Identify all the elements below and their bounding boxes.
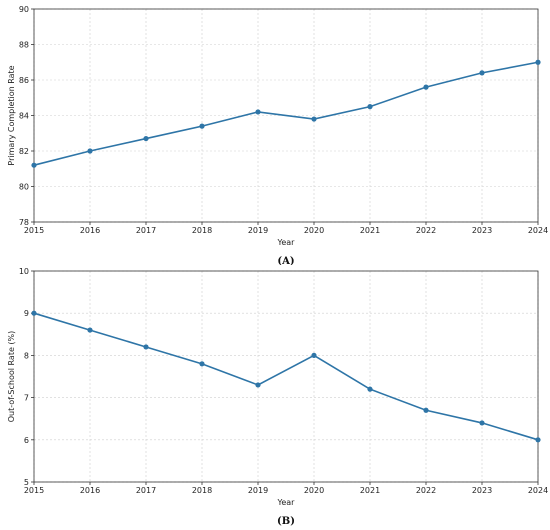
chart-a-primary-completion-rate: 2015 2016 2017 2018 2019 2020 2021 2022 2023 2024… (7, 5, 548, 265)
data-point (87, 327, 93, 333)
data-point (535, 437, 541, 443)
data-point (255, 109, 261, 115)
chart-caption: (B) (277, 516, 295, 527)
x-tick-label: 2015 (24, 486, 44, 495)
y-tick-label: 88 (19, 41, 29, 50)
x-tick-label: 2024 (528, 486, 548, 495)
data-point (143, 135, 149, 142)
x-tick-label: 2022 (416, 226, 436, 235)
data-point (479, 420, 485, 426)
y-tick-label: 78 (19, 218, 29, 227)
chart-b-out-of-school-rate: 2015 2016 2017 2018 2019 2020 2021 2022 2023 2024… (7, 267, 548, 527)
data-point (199, 361, 205, 367)
x-tick-label: 2018 (192, 226, 212, 235)
data-point (479, 70, 485, 76)
x-tick-label: 2024 (528, 226, 548, 235)
data-point (367, 386, 373, 392)
y-tick-label: 80 (19, 183, 29, 192)
x-tick-label: 2021 (360, 486, 380, 495)
data-point (255, 382, 261, 388)
x-axis-label: Year (277, 498, 296, 507)
series-line (33, 312, 539, 441)
x-tick-label: 2020 (304, 486, 324, 495)
y-tick-label: 7 (24, 394, 29, 403)
data-point (31, 162, 37, 168)
x-tick-label: 2017 (136, 486, 156, 495)
data-point (423, 407, 429, 413)
x-tick-label: 2017 (136, 226, 156, 235)
x-tick-label: 2023 (472, 486, 492, 495)
x-tick-label: 2020 (304, 226, 324, 235)
data-point (31, 310, 37, 316)
data-point (199, 123, 205, 129)
y-tick-label: 8 (24, 351, 29, 360)
data-point (311, 352, 317, 358)
x-tick-label: 2015 (24, 226, 44, 235)
x-tick-label: 2023 (472, 226, 492, 235)
y-tick-label: 84 (19, 112, 29, 121)
y-axis-label: Out-of-School Rate (%) (7, 331, 16, 423)
x-tick-label: 2016 (80, 226, 100, 235)
y-tick-label: 90 (19, 5, 29, 14)
data-point (367, 104, 373, 110)
data-point (143, 344, 149, 350)
y-tick-label: 5 (24, 478, 29, 487)
y-tick-label: 6 (24, 436, 29, 445)
x-tick-label: 2016 (80, 486, 100, 495)
chart-caption: (A) (277, 256, 294, 265)
plot-frame (33, 270, 539, 483)
y-tick-label: 82 (19, 147, 29, 156)
data-point (87, 148, 93, 154)
x-tick-label: 2018 (192, 486, 212, 495)
x-tick-label: 2019 (248, 226, 268, 235)
y-axis-label: Primary Completion Rate (7, 65, 16, 165)
data-point (311, 116, 317, 122)
x-axis-label: Year (277, 238, 296, 247)
y-tick-label: 86 (19, 76, 29, 85)
y-tick-label: 9 (24, 309, 29, 318)
series-line (33, 61, 539, 166)
data-point (423, 84, 429, 90)
x-tick-label: 2021 (360, 226, 380, 235)
x-tick-label: 2019 (248, 486, 268, 495)
x-tick-label: 2022 (416, 486, 436, 495)
y-tick-label: 10 (19, 267, 29, 276)
data-point (535, 59, 541, 65)
